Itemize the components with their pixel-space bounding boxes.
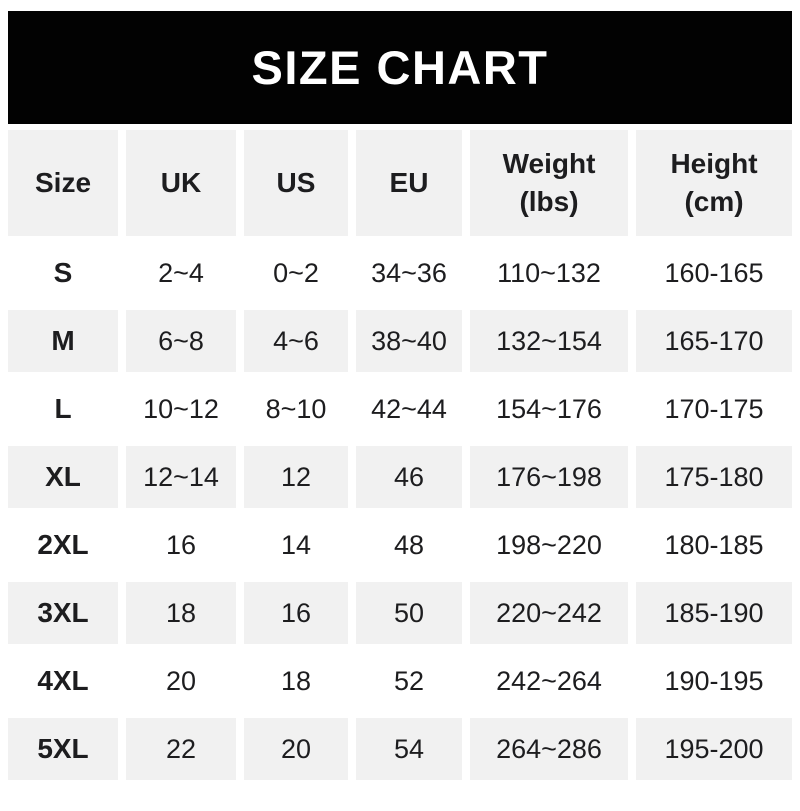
value-cell: 10~12 <box>126 378 236 440</box>
column-header-uk: UK <box>126 130 236 236</box>
page-title: SIZE CHART <box>251 41 549 94</box>
value-cell: 46 <box>356 446 462 508</box>
size-label-cell: XL <box>8 446 118 508</box>
value-cell: 195-200 <box>636 718 792 780</box>
value-cell: 180-185 <box>636 514 792 576</box>
size-label-cell: M <box>8 310 118 372</box>
value-cell: 12~14 <box>126 446 236 508</box>
value-cell: 0~2 <box>244 242 348 304</box>
value-cell: 52 <box>356 650 462 712</box>
size-label-cell: 2XL <box>8 514 118 576</box>
value-cell: 6~8 <box>126 310 236 372</box>
table-body: S 2~4 0~2 34~36 110~132 160-165 M 6~8 4~6 38~40 13… <box>8 242 792 780</box>
value-cell: 14 <box>244 514 348 576</box>
table-row: 5XL 22 20 54 264~286 195-200 <box>8 718 792 780</box>
value-cell: 16 <box>126 514 236 576</box>
size-chart-page: SIZE CHART Size UK US <box>0 11 800 786</box>
table-row: XL 12~14 12 46 176~198 175-180 <box>8 446 792 508</box>
size-chart-banner: SIZE CHART <box>8 11 792 124</box>
column-header-us: US <box>244 130 348 236</box>
value-cell: 38~40 <box>356 310 462 372</box>
table-row: M 6~8 4~6 38~40 132~154 165-170 <box>8 310 792 372</box>
value-cell: 175-180 <box>636 446 792 508</box>
value-cell: 154~176 <box>470 378 628 440</box>
value-cell: 12 <box>244 446 348 508</box>
table-row: 3XL 18 16 50 220~242 185-190 <box>8 582 792 644</box>
value-cell: 22 <box>126 718 236 780</box>
value-cell: 176~198 <box>470 446 628 508</box>
column-header-weight: Weight (lbs) <box>470 130 628 236</box>
value-cell: 20 <box>244 718 348 780</box>
table-row: 2XL 16 14 48 198~220 180-185 <box>8 514 792 576</box>
value-cell: 4~6 <box>244 310 348 372</box>
size-label-cell: S <box>8 242 118 304</box>
value-cell: 34~36 <box>356 242 462 304</box>
column-header-size: Size <box>8 130 118 236</box>
value-cell: 242~264 <box>470 650 628 712</box>
size-label-cell: 5XL <box>8 718 118 780</box>
value-cell: 18 <box>126 582 236 644</box>
value-cell: 190-195 <box>636 650 792 712</box>
size-label-cell: 4XL <box>8 650 118 712</box>
size-label-cell: 3XL <box>8 582 118 644</box>
value-cell: 20 <box>126 650 236 712</box>
value-cell: 132~154 <box>470 310 628 372</box>
table-row: 4XL 20 18 52 242~264 190-195 <box>8 650 792 712</box>
value-cell: 264~286 <box>470 718 628 780</box>
value-cell: 16 <box>244 582 348 644</box>
value-cell: 110~132 <box>470 242 628 304</box>
size-label-cell: L <box>8 378 118 440</box>
value-cell: 8~10 <box>244 378 348 440</box>
value-cell: 42~44 <box>356 378 462 440</box>
value-cell: 220~242 <box>470 582 628 644</box>
column-header-height: Height (cm) <box>636 130 792 236</box>
table-row: S 2~4 0~2 34~36 110~132 160-165 <box>8 242 792 304</box>
value-cell: 48 <box>356 514 462 576</box>
value-cell: 160-165 <box>636 242 792 304</box>
value-cell: 165-170 <box>636 310 792 372</box>
value-cell: 54 <box>356 718 462 780</box>
value-cell: 185-190 <box>636 582 792 644</box>
table-row: L 10~12 8~10 42~44 154~176 170-175 <box>8 378 792 440</box>
value-cell: 50 <box>356 582 462 644</box>
size-chart-table: Size UK US EU Weight (lbs) <box>0 124 800 786</box>
value-cell: 2~4 <box>126 242 236 304</box>
column-header-eu: EU <box>356 130 462 236</box>
value-cell: 198~220 <box>470 514 628 576</box>
value-cell: 18 <box>244 650 348 712</box>
header-row: Size UK US EU Weight (lbs) <box>8 130 792 236</box>
value-cell: 170-175 <box>636 378 792 440</box>
